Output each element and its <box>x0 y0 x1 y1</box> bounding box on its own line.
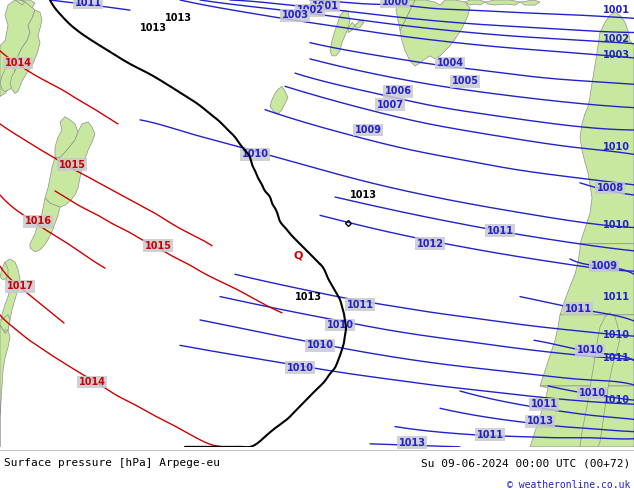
Text: 1011: 1011 <box>564 304 592 314</box>
Text: 1010: 1010 <box>287 363 313 373</box>
Polygon shape <box>580 12 634 244</box>
Polygon shape <box>10 10 42 94</box>
Text: 1011: 1011 <box>603 352 630 363</box>
Text: 1010: 1010 <box>603 142 630 152</box>
Text: 1010: 1010 <box>603 220 630 230</box>
Polygon shape <box>0 325 10 447</box>
Text: 1013: 1013 <box>526 416 553 426</box>
Text: 1011: 1011 <box>486 225 514 236</box>
Polygon shape <box>0 262 8 279</box>
Polygon shape <box>580 313 620 447</box>
Text: 1004: 1004 <box>436 58 463 68</box>
Text: 1000: 1000 <box>382 0 408 7</box>
Text: 1014: 1014 <box>79 377 105 387</box>
Text: 1009: 1009 <box>354 125 382 135</box>
Text: Q: Q <box>294 251 302 261</box>
Text: 1015: 1015 <box>145 241 172 251</box>
Polygon shape <box>465 0 485 5</box>
Text: 1016: 1016 <box>25 217 51 226</box>
Text: 1010: 1010 <box>242 149 269 159</box>
Text: 1012: 1012 <box>417 239 444 249</box>
Polygon shape <box>400 0 470 66</box>
Text: 1003: 1003 <box>281 10 309 20</box>
Text: 1013: 1013 <box>165 13 192 24</box>
Text: © weatheronline.co.uk: © weatheronline.co.uk <box>507 480 630 490</box>
Text: 1011: 1011 <box>531 399 557 409</box>
Text: 1001: 1001 <box>603 5 630 15</box>
Text: 1005: 1005 <box>451 76 479 86</box>
Polygon shape <box>560 244 634 315</box>
Polygon shape <box>330 10 350 56</box>
Text: 1010: 1010 <box>576 345 604 355</box>
Text: 1010: 1010 <box>603 395 630 405</box>
Polygon shape <box>22 0 35 8</box>
Polygon shape <box>0 0 35 97</box>
Text: 1007: 1007 <box>377 99 403 110</box>
Text: 1009: 1009 <box>590 261 618 271</box>
Text: 1013: 1013 <box>350 190 377 200</box>
Text: 1013: 1013 <box>140 24 167 33</box>
Text: 1002: 1002 <box>297 5 323 15</box>
Text: 1011: 1011 <box>603 292 630 301</box>
Polygon shape <box>540 315 634 386</box>
Polygon shape <box>0 315 10 330</box>
Polygon shape <box>530 386 634 447</box>
Text: 1002: 1002 <box>603 34 630 44</box>
Polygon shape <box>45 122 95 207</box>
Polygon shape <box>15 0 25 5</box>
Text: 1013: 1013 <box>295 292 322 301</box>
Polygon shape <box>520 0 540 5</box>
Text: 1010: 1010 <box>603 330 630 340</box>
Text: 1013: 1013 <box>399 438 425 448</box>
Polygon shape <box>0 259 20 333</box>
Polygon shape <box>0 66 16 92</box>
Polygon shape <box>30 198 60 252</box>
Text: 1011: 1011 <box>75 0 101 8</box>
Text: 1006: 1006 <box>384 86 411 97</box>
Polygon shape <box>270 86 288 114</box>
Text: 1010: 1010 <box>306 341 333 350</box>
Text: 1011: 1011 <box>347 300 373 310</box>
Text: Surface pressure [hPa] Arpege-eu: Surface pressure [hPa] Arpege-eu <box>4 458 220 468</box>
Text: 1014: 1014 <box>4 58 32 68</box>
Text: 1011: 1011 <box>477 430 503 440</box>
Polygon shape <box>485 0 520 5</box>
Text: 1010: 1010 <box>578 388 605 398</box>
Polygon shape <box>355 20 364 28</box>
Polygon shape <box>348 23 355 32</box>
Text: 1008: 1008 <box>597 183 624 193</box>
Text: 1010: 1010 <box>327 320 354 330</box>
Polygon shape <box>55 117 78 157</box>
Text: 1003: 1003 <box>603 50 630 60</box>
Text: 1015: 1015 <box>58 160 86 170</box>
Polygon shape <box>396 0 415 30</box>
Text: Su 09-06-2024 00:00 UTC (00+72): Su 09-06-2024 00:00 UTC (00+72) <box>421 458 630 468</box>
Text: 1001: 1001 <box>311 1 339 11</box>
Text: 1017: 1017 <box>6 281 34 292</box>
